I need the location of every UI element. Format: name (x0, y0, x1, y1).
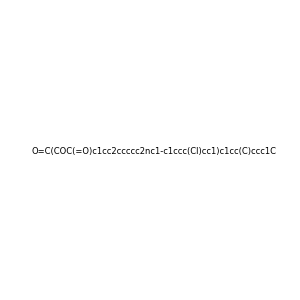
Text: O=C(COC(=O)c1cc2ccccc2nc1-c1ccc(Cl)cc1)c1cc(C)ccc1C: O=C(COC(=O)c1cc2ccccc2nc1-c1ccc(Cl)cc1)c… (31, 147, 276, 156)
